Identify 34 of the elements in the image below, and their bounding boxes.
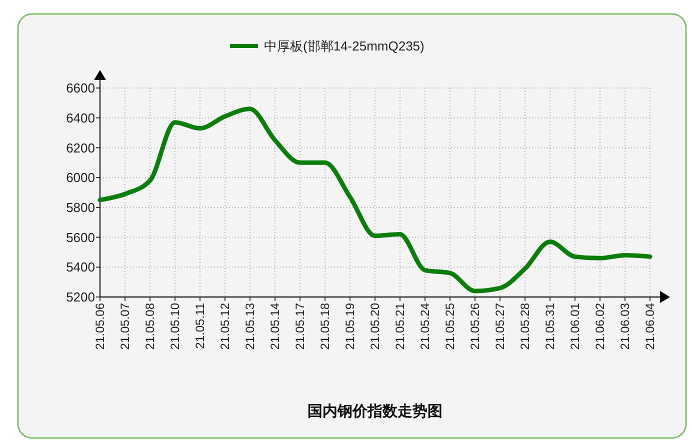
legend-label: 中厚板(邯郸14-25mmQ235) xyxy=(264,38,424,54)
x-tick-label: 21.05.07 xyxy=(118,302,132,350)
x-tick-label: 21.05.08 xyxy=(143,302,157,350)
y-tick-label: 5200 xyxy=(66,290,95,305)
x-tick-label: 21.06.03 xyxy=(618,302,632,350)
x-tick-label: 21.05.28 xyxy=(518,302,532,350)
text: 国内钢价指数走势图 xyxy=(308,403,442,420)
x-tick-label: 21.05.27 xyxy=(493,302,507,350)
x-tick-label: 21.05.31 xyxy=(543,302,557,350)
x-tick-label: 21.05.25 xyxy=(443,302,457,350)
y-tick-label: 6000 xyxy=(66,170,95,186)
x-tick-label: 21.06.01 xyxy=(568,302,582,350)
x-tick-label: 21.05.21 xyxy=(393,302,407,350)
y-tick-label: 6600 xyxy=(66,80,95,96)
x-tick-label: 21.06.04 xyxy=(643,302,657,350)
x-tick-label: 21.05.06 xyxy=(93,302,107,350)
y-tick-label: 5400 xyxy=(66,260,95,275)
y-tick-label: 5800 xyxy=(66,200,95,215)
x-tick-label: 21.05.19 xyxy=(343,302,357,350)
line-series xyxy=(98,106,652,294)
x-tick-label: 21.05.12 xyxy=(218,302,232,350)
x-tick-label: 21.05.26 xyxy=(468,302,482,350)
x-tick-label: 21.05.17 xyxy=(293,302,307,350)
y-tick-label: 6400 xyxy=(66,110,95,126)
y-tick-label: 5600 xyxy=(66,230,95,245)
x-tick-label: 21.05.24 xyxy=(418,302,432,350)
x-tick-label: 21.05.11 xyxy=(193,302,207,349)
x-tick-label: 21.05.13 xyxy=(243,302,257,350)
y-tick-label: 6200 xyxy=(66,140,95,156)
x-tick-label: 21.05.18 xyxy=(318,302,332,350)
x-tick-label: 21.05.10 xyxy=(168,302,182,350)
x-tick-label: 21.06.02 xyxy=(593,302,607,350)
x-tick-label: 21.05.20 xyxy=(368,302,382,350)
x-tick-label: 21.05.14 xyxy=(268,302,282,350)
